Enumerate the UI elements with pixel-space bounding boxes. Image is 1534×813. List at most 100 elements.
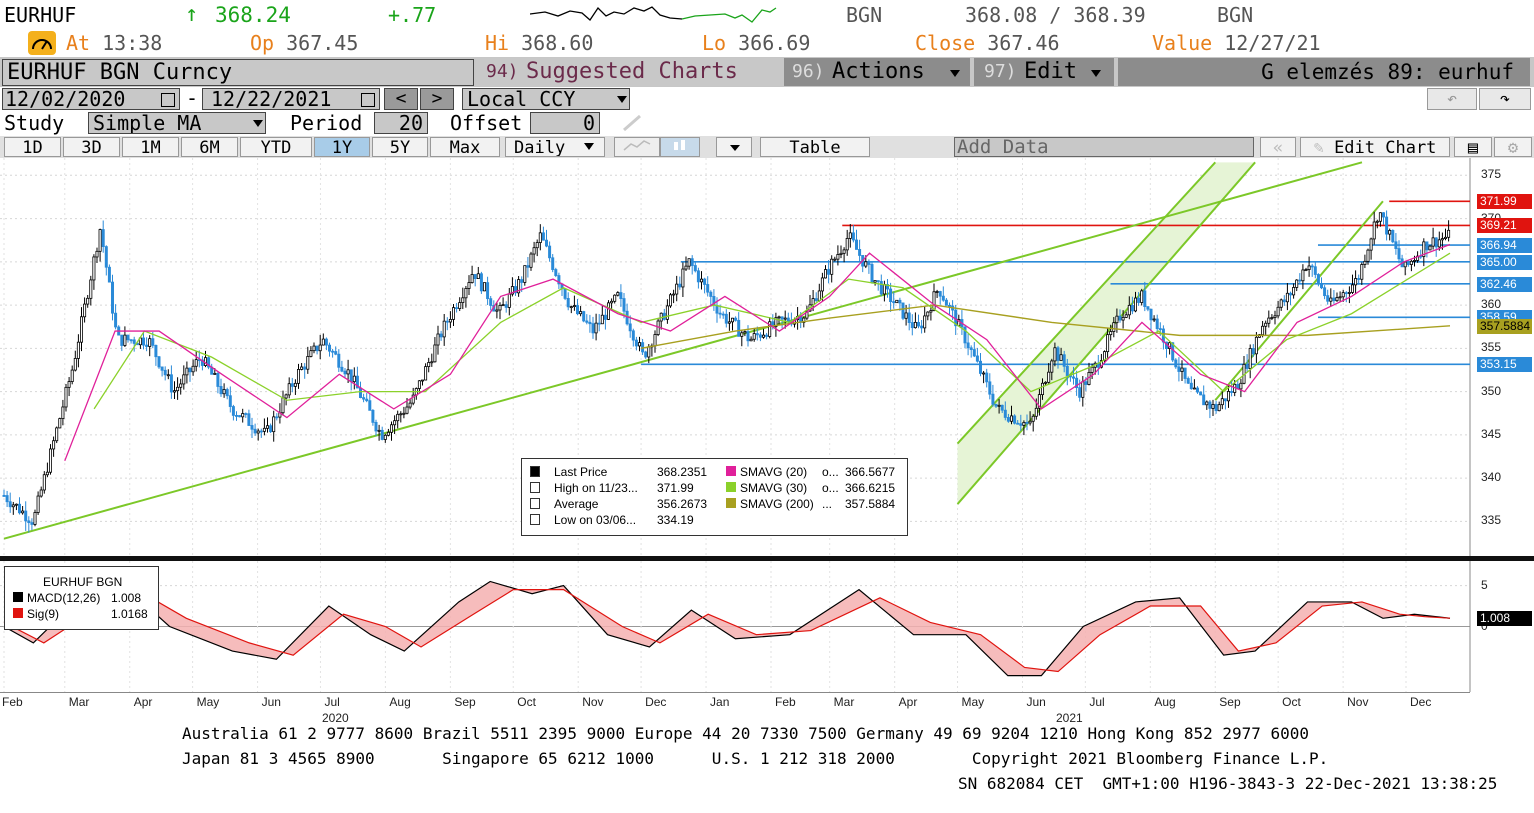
- price-tag[interactable]: 365.00: [1477, 254, 1532, 270]
- candle-body: [290, 383, 294, 387]
- chart-legend[interactable]: Last Price 368.2351 High on 11/23... 371.99…: [521, 458, 908, 536]
- price-tag[interactable]: 366.94: [1477, 238, 1532, 254]
- pane-divider[interactable]: [0, 556, 1534, 561]
- candle-body: [938, 291, 942, 297]
- pencil-icon[interactable]: [620, 112, 646, 134]
- period-button-5y[interactable]: 5Y: [372, 137, 428, 157]
- undo-button[interactable]: ↶: [1427, 88, 1477, 110]
- candle-body: [1146, 306, 1150, 310]
- candle-body: [634, 339, 638, 347]
- candle-body: [777, 316, 781, 319]
- trend-line[interactable]: [956, 161, 1217, 445]
- candle-body: [61, 406, 65, 419]
- gear-button[interactable]: ⚙: [1494, 137, 1532, 157]
- edit-chart-button[interactable]: ✎ Edit Chart: [1300, 137, 1450, 157]
- candle-body: [194, 359, 198, 367]
- candle-body: [349, 369, 353, 383]
- calendar-icon[interactable]: [361, 93, 375, 107]
- sma200-line[interactable]: [640, 304, 1451, 350]
- up-arrow-icon: ↑: [185, 2, 199, 27]
- period-button-ytd[interactable]: YTD: [240, 137, 312, 157]
- sma30-line[interactable]: [93, 252, 1451, 410]
- candle-body: [765, 334, 769, 337]
- redo-button[interactable]: ↷: [1479, 88, 1531, 110]
- hi-value: 368.60: [521, 31, 594, 55]
- candle-body: [451, 307, 455, 320]
- price-tag[interactable]: 357.5884: [1477, 318, 1532, 334]
- candle-body: [1332, 297, 1336, 302]
- candle-body: [405, 406, 409, 414]
- actions-menu[interactable]: 96) Actions: [784, 58, 970, 86]
- candle-body: [1230, 391, 1234, 393]
- candle-body: [70, 369, 74, 382]
- collapse-button[interactable]: «: [1260, 137, 1296, 157]
- macd-line[interactable]: [3, 576, 1451, 677]
- candle-body: [1214, 404, 1218, 412]
- candle-body: [1031, 415, 1035, 422]
- candle-body: [1183, 367, 1187, 379]
- currency-dropdown[interactable]: Local CCY: [462, 88, 630, 110]
- legend-swatch: [530, 498, 540, 509]
- trend-line[interactable]: [3, 161, 1363, 540]
- candle-chart-button[interactable]: [660, 137, 700, 157]
- period-button-1m[interactable]: 1M: [122, 137, 179, 157]
- macd-legend[interactable]: EURHUF BGN MACD(12,26) 1.008 Sig(9) 1.0168: [4, 566, 159, 630]
- end-date-field[interactable]: 12/22/2021: [202, 88, 380, 110]
- start-date-field[interactable]: 12/02/2020: [2, 88, 180, 110]
- add-data-input[interactable]: Add Data: [954, 137, 1254, 157]
- period-input[interactable]: 20: [374, 112, 428, 134]
- candle-chart-icon: [674, 140, 685, 150]
- prev-range-button[interactable]: <: [384, 88, 418, 110]
- signal-line[interactable]: [3, 584, 1451, 673]
- study-dropdown[interactable]: Simple MA: [88, 112, 266, 134]
- pencil-icon: ✎: [1313, 138, 1324, 157]
- offset-input[interactable]: 0: [530, 112, 600, 134]
- x-year-label: 2020: [322, 711, 349, 725]
- candle-body: [1366, 249, 1370, 262]
- next-range-button[interactable]: >: [420, 88, 454, 110]
- candle-body: [436, 333, 440, 346]
- price-tag[interactable]: 371.99: [1477, 194, 1532, 210]
- line-chart-button[interactable]: [614, 137, 660, 157]
- candle-body: [42, 474, 46, 491]
- candle-body: [312, 345, 316, 352]
- trend-line[interactable]: [956, 161, 1256, 505]
- candle-body: [610, 300, 614, 304]
- candle-body: [129, 339, 133, 342]
- frequency-dropdown[interactable]: Daily: [505, 137, 605, 157]
- candle-body: [393, 420, 397, 426]
- candle-body: [963, 326, 967, 344]
- x-tick-label: Dec: [1409, 695, 1432, 709]
- period-button-6m[interactable]: 6M: [181, 137, 238, 157]
- candle-body: [352, 375, 356, 383]
- x-tick-label: Jul: [1089, 695, 1105, 709]
- candle-body: [1425, 241, 1429, 251]
- chart-type-dropdown[interactable]: [716, 137, 752, 157]
- period-button-max[interactable]: Max: [430, 137, 500, 157]
- candle-body: [972, 349, 976, 357]
- macd-price-tag[interactable]: 1.008: [1477, 611, 1532, 627]
- trend-line[interactable]: [1214, 200, 1384, 401]
- suggested-charts-button[interactable]: 94) Suggested Charts: [476, 58, 780, 86]
- period-button-3d[interactable]: 3D: [63, 137, 120, 157]
- candle-body: [752, 333, 756, 340]
- calendar-icon[interactable]: [161, 93, 175, 107]
- candle-body: [327, 344, 331, 352]
- edit-menu[interactable]: 97) Edit: [974, 58, 1114, 86]
- candle-body: [98, 229, 102, 252]
- period-button-1d[interactable]: 1D: [4, 137, 61, 157]
- macd-chart[interactable]: [0, 561, 1534, 692]
- candle-body: [684, 265, 688, 270]
- sma20-line[interactable]: [64, 243, 1451, 462]
- price-tag[interactable]: 362.46: [1477, 276, 1532, 292]
- price-tag[interactable]: 353.15: [1477, 357, 1532, 373]
- price-tag[interactable]: 369.21: [1477, 218, 1532, 234]
- security-field[interactable]: EURHUF BGN Curncy: [2, 59, 474, 86]
- candle-body: [706, 284, 710, 293]
- period-button-1y[interactable]: 1Y: [314, 137, 370, 157]
- candle-body: [1273, 315, 1277, 318]
- table-button[interactable]: Table: [760, 137, 870, 157]
- candle-body: [203, 357, 207, 366]
- chart-settings-button[interactable]: ▤: [1454, 137, 1492, 157]
- candle-body: [966, 342, 970, 349]
